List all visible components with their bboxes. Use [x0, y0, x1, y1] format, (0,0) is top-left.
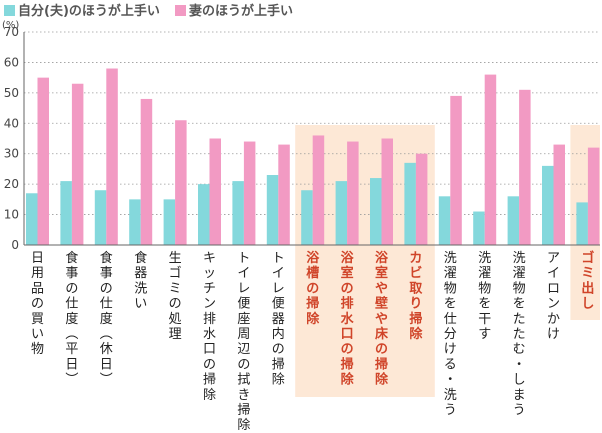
x-tick-label: 生ゴミの処理: [169, 251, 182, 342]
bar-series2-10: [381, 138, 393, 245]
bar-series1-15: [542, 165, 554, 245]
bar-series1-16: [576, 202, 588, 245]
legend-swatch-series1: [4, 5, 15, 16]
x-tick-label: 食事の仕度︵平日︶: [65, 250, 78, 388]
y-tick-label: 30: [4, 147, 19, 161]
bar-series1-2: [94, 190, 107, 245]
x-tick-label: 洗濯物を仕分ける・洗う: [444, 251, 457, 418]
bar-series1-9: [335, 181, 348, 245]
x-tick-label: カビ取り掃除: [409, 251, 423, 342]
bar-series1-10: [370, 178, 382, 245]
y-tick-label: 10: [4, 208, 19, 222]
axis-layer: 0 10 20 30 40 50 60 70: [4, 25, 600, 252]
y-axis-unit-label: (%): [2, 20, 19, 31]
bar-series2-6: [243, 141, 256, 245]
bar-series2-0: [37, 77, 49, 246]
bar-series2-14: [519, 89, 531, 245]
bar-series2-11: [415, 153, 428, 245]
bar-series1-4: [163, 199, 176, 245]
x-tick-label: アイロンかけ: [547, 251, 560, 342]
x-tick-label: キッチン排水口の掃除: [203, 251, 216, 403]
x-tick-label: 洗濯物をたたむ・しまう: [513, 251, 526, 418]
legend-label-series1: 自分(夫)のほうが上手い: [18, 3, 160, 19]
labels-layer: 日用品の買い物 食事の仕度︵平日︶ 食事の仕度︵休日︶ 食器洗い 生ゴミの処理 キッチン排…: [31, 250, 594, 433]
grid-layer: [24, 31, 600, 215]
x-tick-label: トイレ便座周辺の拭き掃除: [237, 251, 250, 433]
x-tick-label: 食事の仕度︵休日︶: [100, 250, 113, 388]
x-tick-label: ゴミ出し: [581, 250, 594, 312]
bar-series1-0: [26, 193, 38, 245]
x-tick-label: トイレ便器内の掃除: [272, 251, 285, 388]
y-tick-label: 0: [11, 238, 19, 252]
bars-layer: [26, 68, 600, 246]
x-tick-label: 浴槽の掃除: [306, 250, 320, 327]
bar-series1-7: [266, 175, 279, 245]
y-tick-label: 70: [4, 25, 19, 39]
bar-series2-2: [106, 68, 118, 245]
bar-series2-16: [587, 147, 600, 245]
x-tick-label: 浴室の排水口の掃除: [341, 250, 355, 388]
y-tick-label: 50: [4, 86, 19, 100]
bar-series2-8: [312, 135, 325, 245]
x-tick-label: 浴室や壁や床の掃除: [375, 250, 389, 388]
bar-series1-13: [473, 211, 485, 245]
x-tick-label: 洗濯物を干す: [478, 251, 491, 342]
bar-series1-12: [438, 196, 451, 245]
bar-series1-1: [60, 181, 72, 245]
bar-series2-13: [484, 74, 497, 245]
bar-series1-3: [129, 199, 141, 245]
x-tick-label: 日用品の買い物: [31, 251, 44, 357]
y-tick-label: 40: [4, 116, 19, 130]
bar-series2-7: [278, 144, 290, 245]
bar-series1-14: [507, 196, 520, 245]
y-tick-label: 60: [4, 55, 19, 69]
bar-series2-12: [450, 95, 462, 246]
legend-label-series2: 妻のほうが上手い: [189, 3, 293, 19]
x-tick-label: 食器洗い: [134, 250, 147, 312]
bar-series2-9: [347, 141, 359, 245]
legend-swatch-series2: [175, 5, 186, 16]
bar-series2-1: [71, 83, 84, 245]
bar-series2-3: [140, 98, 153, 245]
bar-series1-8: [301, 190, 313, 245]
bar-series2-5: [209, 138, 221, 245]
bar-series2-4: [175, 120, 187, 245]
legend: 自分(夫)のほうが上手い 妻のほうが上手い: [4, 3, 293, 19]
bar-series1-5: [198, 184, 210, 245]
bar-series1-11: [404, 162, 416, 245]
bar-series1-6: [232, 181, 244, 245]
bar-series2-15: [553, 144, 565, 245]
y-tick-label: 20: [4, 177, 19, 191]
